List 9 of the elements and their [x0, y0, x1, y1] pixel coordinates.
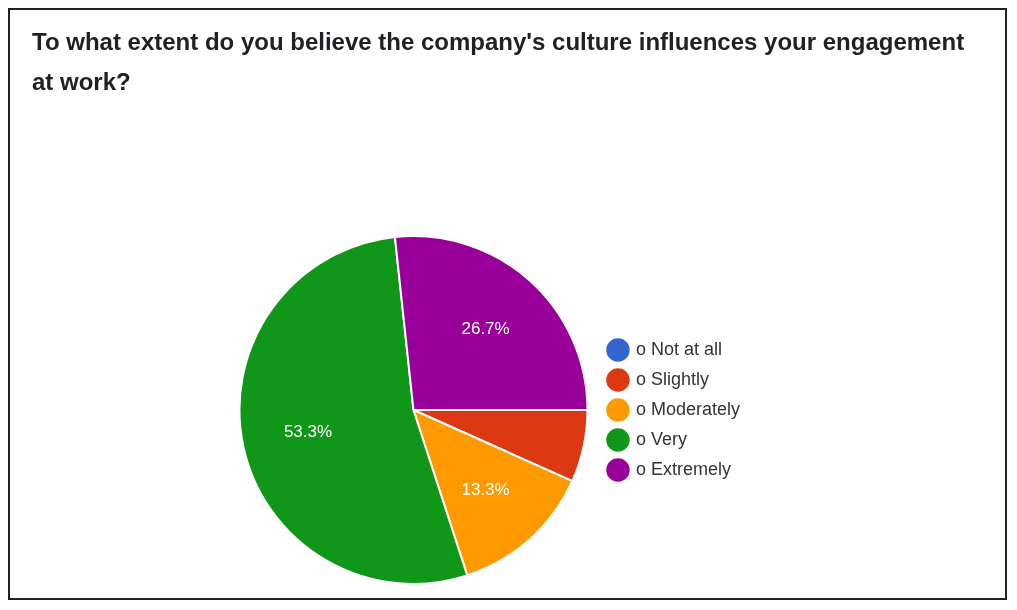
data-label: 26.7% [461, 319, 510, 339]
data-label: 13.3% [461, 479, 510, 499]
chart-title: To what extent do you believe the company's culture influences your engagement at work? [32, 27, 966, 97]
legend-label: o Not at all [635, 338, 722, 359]
legend-label: o Extremely [635, 458, 731, 479]
legend-label: o Very [635, 428, 687, 449]
legend-label: o Moderately [635, 398, 741, 419]
legend-label: o Slightly [635, 368, 709, 389]
data-label: 53.3% [283, 422, 333, 442]
